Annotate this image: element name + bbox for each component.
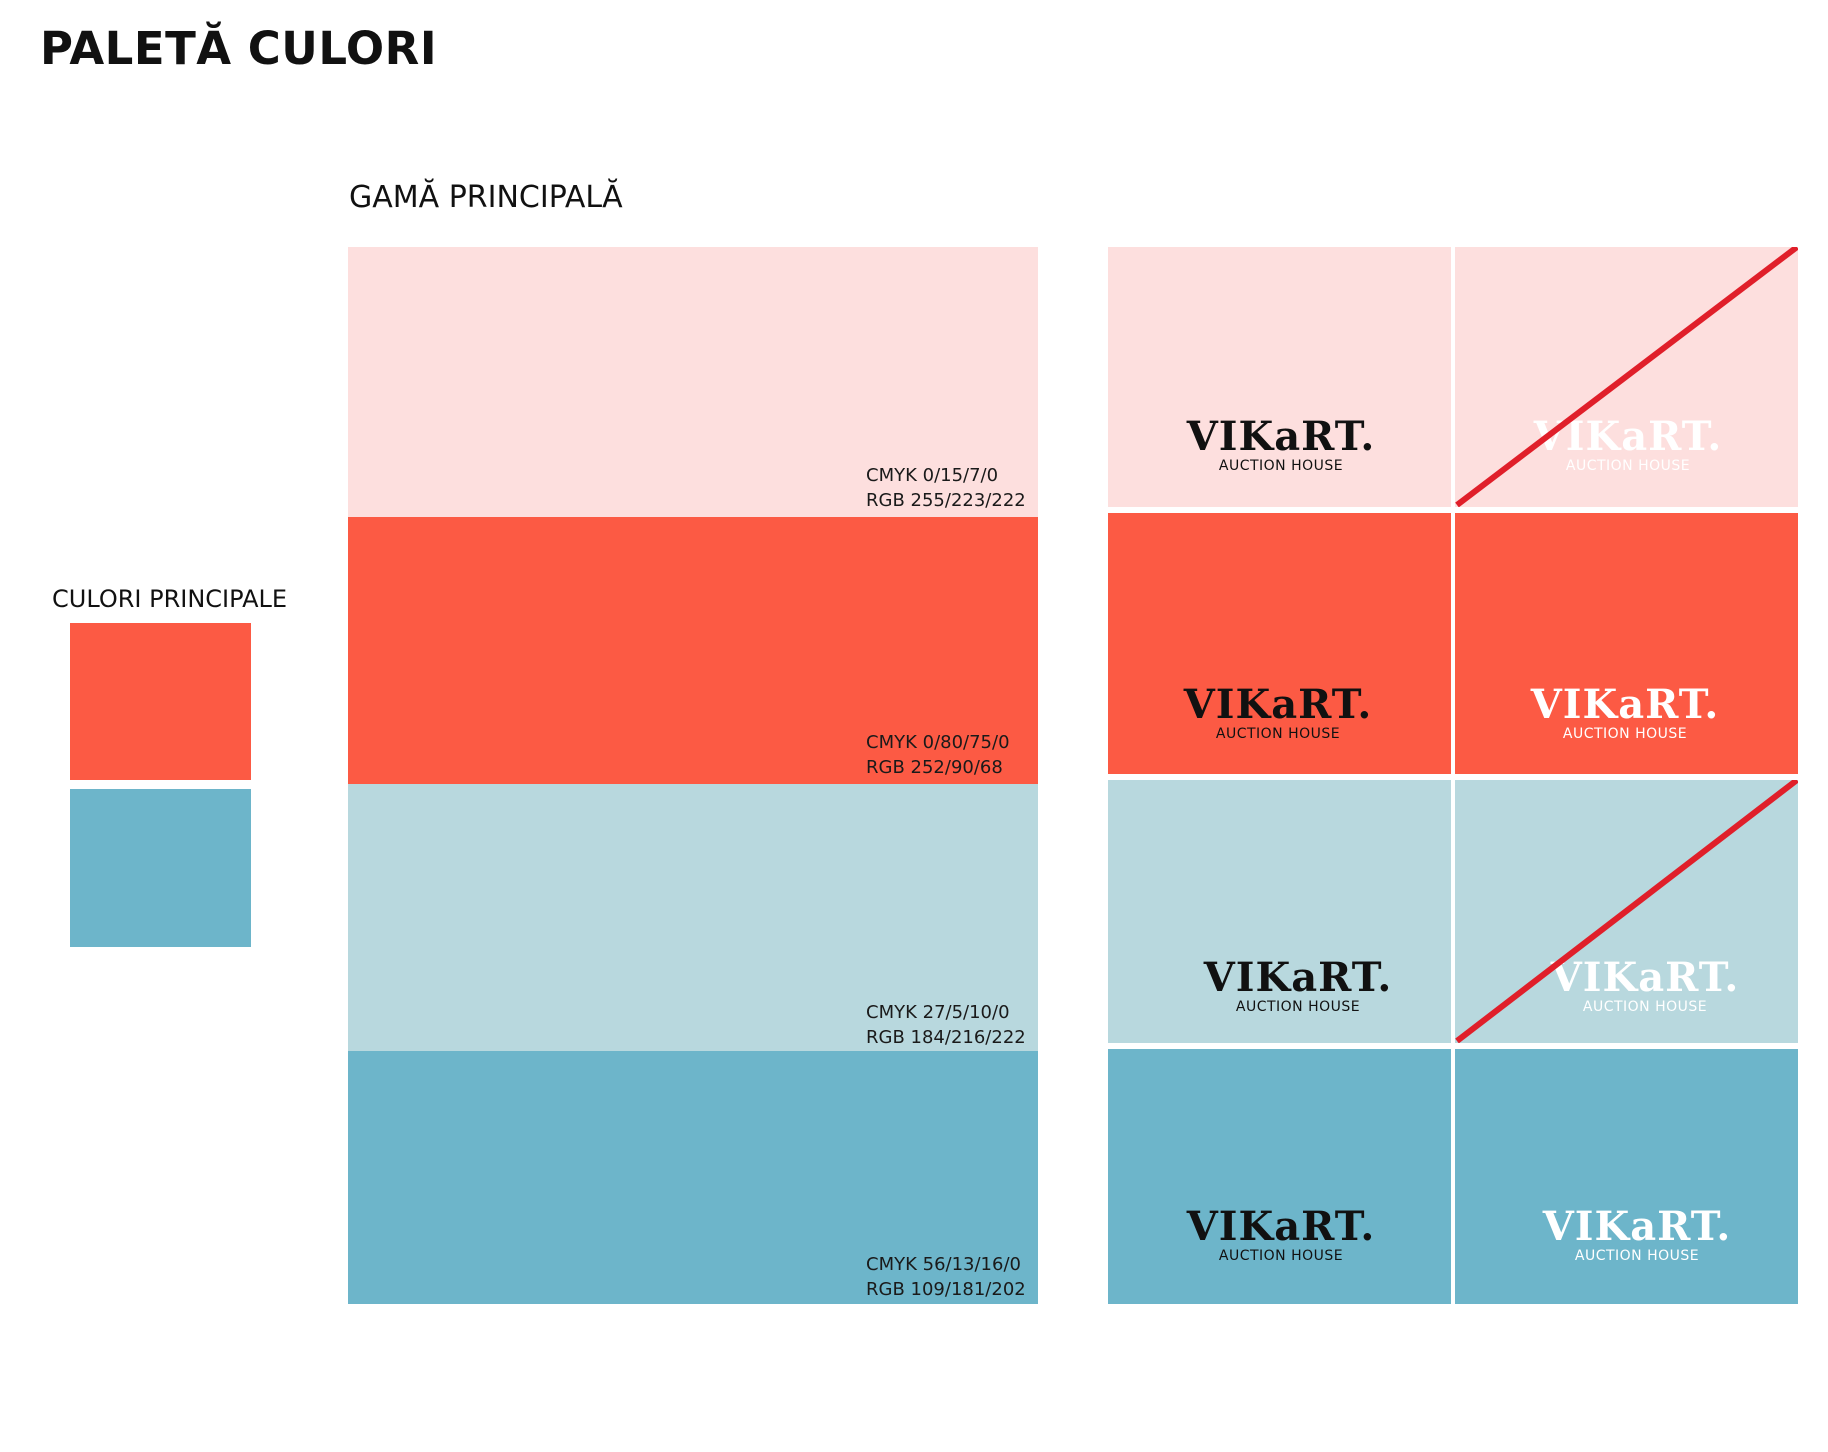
primary-swatch-red	[70, 623, 251, 780]
rgb-code: RGB 109/181/202	[866, 1279, 1026, 1300]
band-codes: CMYK 27/5/10/0 RGB 184/216/222	[866, 1000, 1026, 1050]
logo-contrast-grid: VIKaRT. AUCTION HOUSE VIKaRT. AUCTION HO…	[1108, 247, 1798, 1304]
logo-subtitle: AUCTION HOUSE	[1582, 999, 1708, 1015]
logo-cell: VIKaRT. AUCTION HOUSE	[1455, 1049, 1798, 1304]
logo-wordmark: VIKaRT.	[1530, 681, 1720, 728]
strike-line	[1455, 780, 1798, 1043]
logo-subtitle: AUCTION HOUSE	[1235, 999, 1361, 1015]
logo-cell: VIKaRT. AUCTION HOUSE	[1108, 513, 1451, 774]
color-band-coral: CMYK 0/80/75/0 RGB 252/90/68	[348, 517, 1038, 784]
logo-wordmark: VIKaRT.	[1542, 1203, 1732, 1250]
color-band-blue: CMYK 56/13/16/0 RGB 109/181/202	[348, 1051, 1038, 1304]
primary-swatch-blue	[70, 789, 251, 947]
rgb-code: RGB 184/216/222	[866, 1027, 1026, 1048]
logo-wordmark: VIKaRT.	[1186, 413, 1376, 460]
page-title: PALETĂ CULORI	[40, 22, 438, 75]
logo-subtitle: AUCTION HOUSE	[1565, 458, 1691, 474]
cmyk-code: CMYK 56/13/16/0	[866, 1254, 1021, 1275]
logo-wordmark: VIKaRT.	[1183, 681, 1373, 728]
logo-cell-crossed: VIKaRT. AUCTION HOUSE	[1455, 780, 1798, 1043]
cmyk-code: CMYK 0/15/7/0	[866, 465, 999, 486]
logo-cell: VIKaRT. AUCTION HOUSE	[1108, 780, 1451, 1043]
main-range-label: GAMĂ PRINCIPALĂ	[349, 180, 623, 215]
vikart-logo: VIKaRT. AUCTION HOUSE	[1171, 417, 1391, 475]
logo-subtitle: AUCTION HOUSE	[1218, 1248, 1344, 1264]
vikart-logo: VIKaRT. AUCTION HOUSE	[1515, 685, 1735, 743]
band-codes: CMYK 0/15/7/0 RGB 255/223/222	[866, 463, 1026, 513]
logo-subtitle: AUCTION HOUSE	[1562, 726, 1688, 742]
cmyk-code: CMYK 0/80/75/0	[866, 732, 1010, 753]
strike-line	[1455, 247, 1798, 507]
logo-subtitle: AUCTION HOUSE	[1218, 458, 1344, 474]
logo-wordmark: VIKaRT.	[1186, 1203, 1376, 1250]
color-band-light-pink: CMYK 0/15/7/0 RGB 255/223/222	[348, 247, 1038, 517]
logo-wordmark: VIKaRT.	[1550, 954, 1740, 1001]
vikart-logo: VIKaRT. AUCTION HOUSE	[1518, 417, 1738, 475]
logo-subtitle: AUCTION HOUSE	[1574, 1248, 1700, 1264]
primary-colors-label: CULORI PRINCIPALE	[52, 585, 288, 613]
band-codes: CMYK 0/80/75/0 RGB 252/90/68	[866, 730, 1010, 780]
vikart-logo: VIKaRT. AUCTION HOUSE	[1188, 958, 1408, 1016]
logo-cell-crossed: VIKaRT. AUCTION HOUSE	[1455, 247, 1798, 507]
vikart-logo: VIKaRT. AUCTION HOUSE	[1535, 958, 1755, 1016]
vikart-logo: VIKaRT. AUCTION HOUSE	[1527, 1207, 1747, 1265]
vikart-logo: VIKaRT. AUCTION HOUSE	[1168, 685, 1388, 743]
logo-cell: VIKaRT. AUCTION HOUSE	[1455, 513, 1798, 774]
logo-wordmark: VIKaRT.	[1203, 954, 1393, 1001]
rgb-code: RGB 255/223/222	[866, 490, 1026, 511]
logo-subtitle: AUCTION HOUSE	[1215, 726, 1341, 742]
color-band-light-blue: CMYK 27/5/10/0 RGB 184/216/222	[348, 784, 1038, 1051]
logo-cell: VIKaRT. AUCTION HOUSE	[1108, 1049, 1451, 1304]
vikart-logo: VIKaRT. AUCTION HOUSE	[1171, 1207, 1391, 1265]
band-codes: CMYK 56/13/16/0 RGB 109/181/202	[866, 1252, 1026, 1302]
cmyk-code: CMYK 27/5/10/0	[866, 1002, 1010, 1023]
rgb-code: RGB 252/90/68	[866, 757, 1003, 778]
logo-cell: VIKaRT. AUCTION HOUSE	[1108, 247, 1451, 507]
